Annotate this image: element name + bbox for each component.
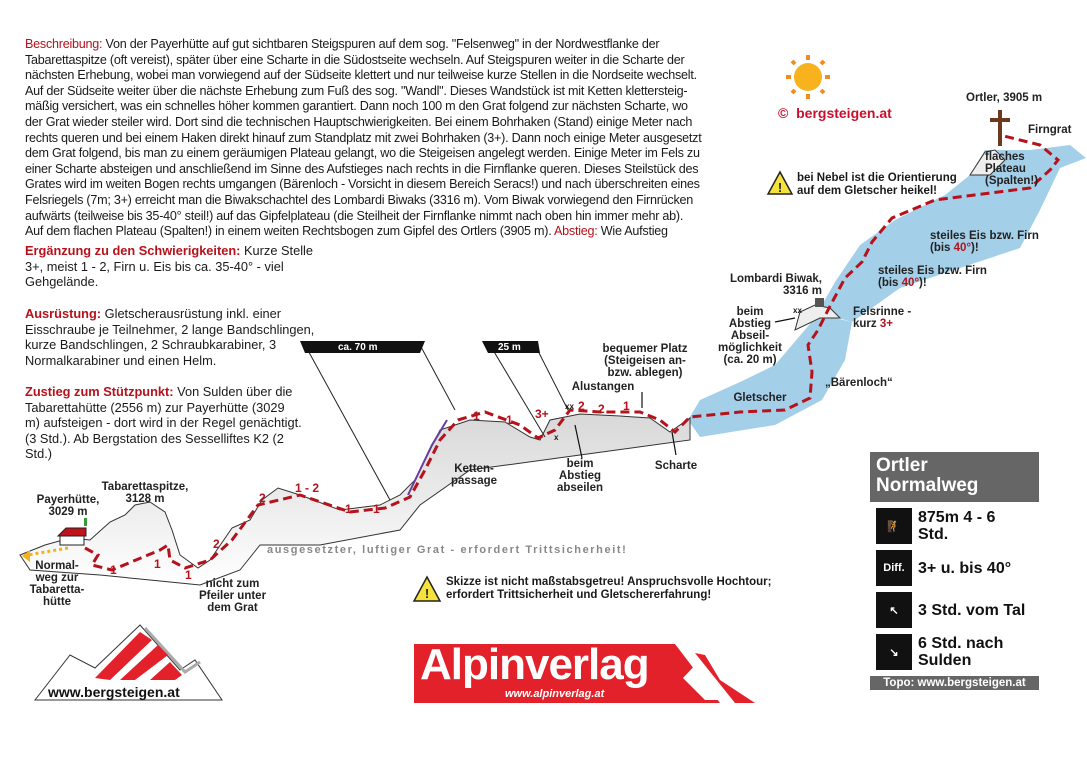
- warning-icon-scale: !: [412, 575, 442, 602]
- descent-icon: ↘: [876, 634, 912, 670]
- grade-label: 1: [345, 502, 352, 516]
- card-row-difficulty: Diff. 3+ u. bis 40°: [870, 550, 1039, 586]
- equipment-section: Ausrüstung: Gletscherausrüstung inkl. ei…: [25, 306, 315, 368]
- route-line: [84, 133, 1061, 572]
- difficulty-section: Ergänzung zu den Schwierigkeiten: Kurze …: [25, 243, 314, 290]
- label-tabarettaspitze: Tabarettaspitze, 3128 m: [101, 481, 189, 505]
- climber-icon: 🧗: [876, 508, 912, 544]
- scale-70-label: ca. 70 m: [338, 342, 378, 353]
- grade-label: 1: [185, 568, 192, 582]
- label-abseil-moeglich: beim Abstieg Abseil-möglichkeit (ca. 20 …: [718, 306, 782, 366]
- label-steil-lower: steiles Eis bzw. Firn (bis 40°)!: [878, 265, 987, 289]
- label-gletscher: Gletscher: [733, 392, 787, 404]
- label-felsrinne: Felsrinne - kurz 3+: [853, 306, 912, 330]
- descent-label: Abstieg:: [554, 224, 598, 239]
- grade-label: 1: [506, 413, 513, 427]
- grade-label: 2: [213, 537, 220, 551]
- topo-credit: Topo: www.bergsteigen.at: [870, 676, 1039, 690]
- bergsteigen-top-logo: © bergsteigen.at: [778, 105, 892, 121]
- scale-bar-25: [489, 344, 569, 438]
- label-payerhuette: Payerhütte, 3029 m: [36, 494, 100, 518]
- label-biwak: Lombardi Biwak, 3316 m: [729, 273, 822, 297]
- card-row-elevation: 🧗 875m 4 - 6 Std.: [870, 508, 1039, 544]
- sun-logo-icon: [786, 55, 830, 99]
- label-xx: xx: [565, 402, 574, 411]
- label-scharte: Scharte: [654, 460, 698, 472]
- ridge: [19, 413, 691, 586]
- summit-cross-icon: [990, 110, 1010, 146]
- tour-info-card: Ortler Normalweg 🧗 875m 4 - 6 Std. Diff.…: [870, 452, 1039, 690]
- scale-warning: Skizze ist nicht maßstabsgetreu! Anspruc…: [446, 576, 772, 601]
- label-platz: bequemer Platz (Steigeisen an- bzw. able…: [602, 343, 688, 379]
- label-grat: ausgesetzter, luftiger Grat - erfordert …: [267, 544, 628, 556]
- svg-text:!: !: [425, 586, 429, 601]
- chain-passage: [407, 419, 448, 496]
- label-plateau: flaches Plateau (Spalten!): [985, 151, 1039, 187]
- grade-label: 2: [578, 399, 585, 413]
- glacier-lower: [688, 318, 852, 437]
- glacier-upper: [818, 145, 1086, 322]
- label-normalweg: Normal-weg zur Tabaretta-hütte: [29, 560, 85, 608]
- difficulty-icon: Diff.: [876, 550, 912, 586]
- grade-label: 1: [154, 557, 161, 571]
- approach-section: Zustieg zum Stützpunkt: Von Sulden über …: [25, 384, 302, 462]
- grade-label: 1: [373, 502, 380, 516]
- label-abseilen: beim Abstieg abseilen: [556, 458, 604, 494]
- label-x: x: [554, 433, 559, 442]
- grade-label: 2: [259, 491, 266, 505]
- grade-label: 3+: [535, 407, 549, 421]
- payerhuette-hut-icon: [56, 518, 87, 546]
- fog-warning: bei Nebel ist die Orientierung auf dem G…: [797, 172, 957, 197]
- label-baerenloch: „Bärenloch“: [825, 377, 893, 389]
- warning-icon-fog: !: [766, 170, 794, 195]
- description: Beschreibung: Von der Payerhütte auf gut…: [25, 37, 702, 239]
- label-xx-biwak: xx: [793, 306, 802, 315]
- label-ortler: Ortler, 3905 m: [966, 92, 1043, 104]
- alpinverlag-url: www.alpinverlag.at: [505, 688, 605, 700]
- grade-label: 1: [473, 409, 480, 423]
- ascent-icon: ↖: [876, 592, 912, 628]
- grade-label: 1: [623, 399, 630, 413]
- scale-25-label: 25 m: [498, 342, 521, 353]
- label-steil-upper: steiles Eis bzw. Firn (bis 40°)!: [930, 230, 1039, 254]
- card-row-ascent: ↖ 3 Std. vom Tal: [870, 592, 1039, 628]
- alpinverlag-logo-text: Alpinverlag: [420, 640, 650, 689]
- bergsteigen-logo: [33, 624, 223, 701]
- card-row-descent: ↘ 6 Std. nach Sulden: [870, 634, 1039, 670]
- bergsteigen-logo-text: www.bergsteigen.at: [48, 684, 180, 700]
- label-firngrat: Firngrat: [1028, 124, 1072, 136]
- summit-rock: [969, 149, 1006, 176]
- grade-label: 1: [110, 563, 117, 577]
- label-alustangen: Alustangen: [571, 381, 635, 393]
- grade-label: 2: [598, 402, 605, 416]
- svg-text:!: !: [778, 180, 782, 195]
- scale-bar-70: [304, 344, 456, 501]
- tour-title: Ortler Normalweg: [870, 452, 1039, 502]
- label-nicht-pfeiler: nicht zum Pfeiler unter dem Grat: [198, 578, 267, 614]
- label-ketten: Ketten-passage: [450, 463, 498, 487]
- alpinverlag-logo: [414, 644, 755, 703]
- description-label: Beschreibung:: [25, 37, 103, 51]
- biwak-hut-icon: [815, 298, 824, 307]
- grade-label: 1 - 2: [295, 481, 320, 495]
